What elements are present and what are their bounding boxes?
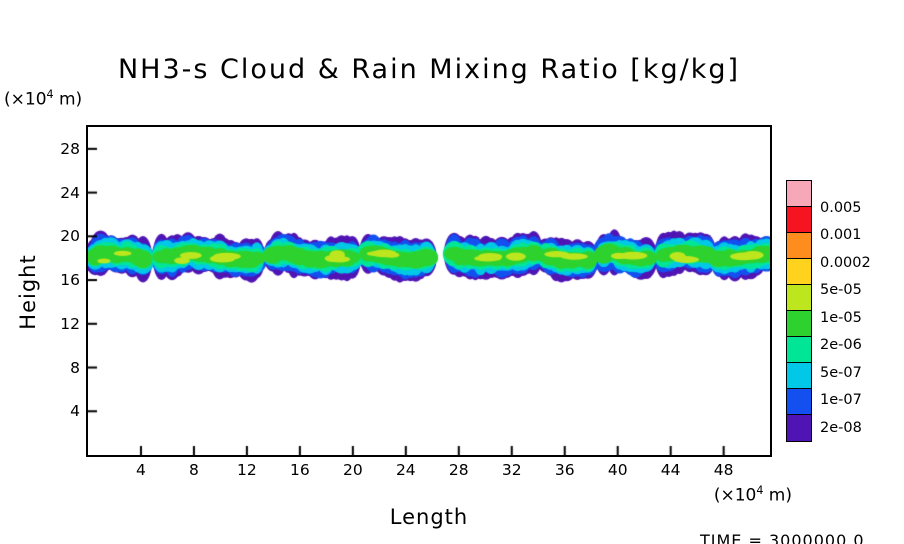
x-tick-label: 8 [189, 461, 199, 479]
x-tick-label: 36 [554, 461, 575, 479]
y-tick-label: 16 [60, 271, 80, 290]
x-tick-label: 20 [342, 461, 363, 479]
colorbar-cell [786, 362, 812, 390]
colorbar-cell [786, 180, 812, 208]
plot-canvas [88, 127, 770, 455]
colorbar-cell [786, 232, 812, 260]
y-tick-label: 8 [70, 358, 80, 377]
colorbar-cell [786, 388, 812, 416]
x-tick-label: 24 [395, 461, 416, 479]
x-tick-label: 40 [607, 461, 628, 479]
y-tick-label: 28 [60, 139, 80, 158]
y-axis-units: (×104 m) [4, 88, 83, 110]
x-tick-label: 48 [713, 461, 734, 479]
x-axis-units: (×104 m) [713, 484, 792, 506]
colorbar-label: 5e-05 [820, 282, 862, 298]
x-tick-label: 44 [660, 461, 681, 479]
plot-frame [86, 125, 772, 457]
y-tick-label: 12 [60, 314, 80, 333]
x-tick-label: 12 [237, 461, 257, 479]
colorbar-cell [786, 336, 812, 364]
y-tick-label: 24 [60, 183, 80, 202]
x-tick-label: 32 [501, 461, 522, 479]
colorbar-cell [786, 258, 812, 286]
y-tick-label: 4 [70, 402, 80, 421]
colorbar-cell [786, 414, 812, 442]
colorbar-cell [786, 206, 812, 234]
colorbar-label: 2e-08 [820, 419, 862, 436]
colorbar-cell [786, 310, 812, 338]
x-tick-label: 4 [136, 461, 146, 479]
colorbar-label: 2e-06 [820, 337, 862, 353]
x-axis-label: Length [389, 505, 469, 529]
colorbar-label: 1e-05 [820, 309, 862, 326]
y-tick-label: 20 [60, 227, 80, 246]
x-tick-label: 16 [290, 461, 310, 479]
colorbar-label: 5e-07 [820, 364, 862, 381]
x-tick-label: 28 [448, 461, 469, 479]
colorbar-label: 1e-07 [820, 392, 862, 408]
time-label: TIME = 3000000.0 [700, 531, 865, 544]
colorbar-label: 0.005 [820, 199, 862, 216]
colorbar [786, 180, 812, 442]
colorbar-label: 0.0002 [820, 254, 871, 271]
colorbar-cell [786, 284, 812, 312]
plot-title: NH3-s Cloud & Rain Mixing Ratio [kg/kg] [117, 54, 741, 85]
colorbar-label: 0.001 [820, 227, 862, 243]
